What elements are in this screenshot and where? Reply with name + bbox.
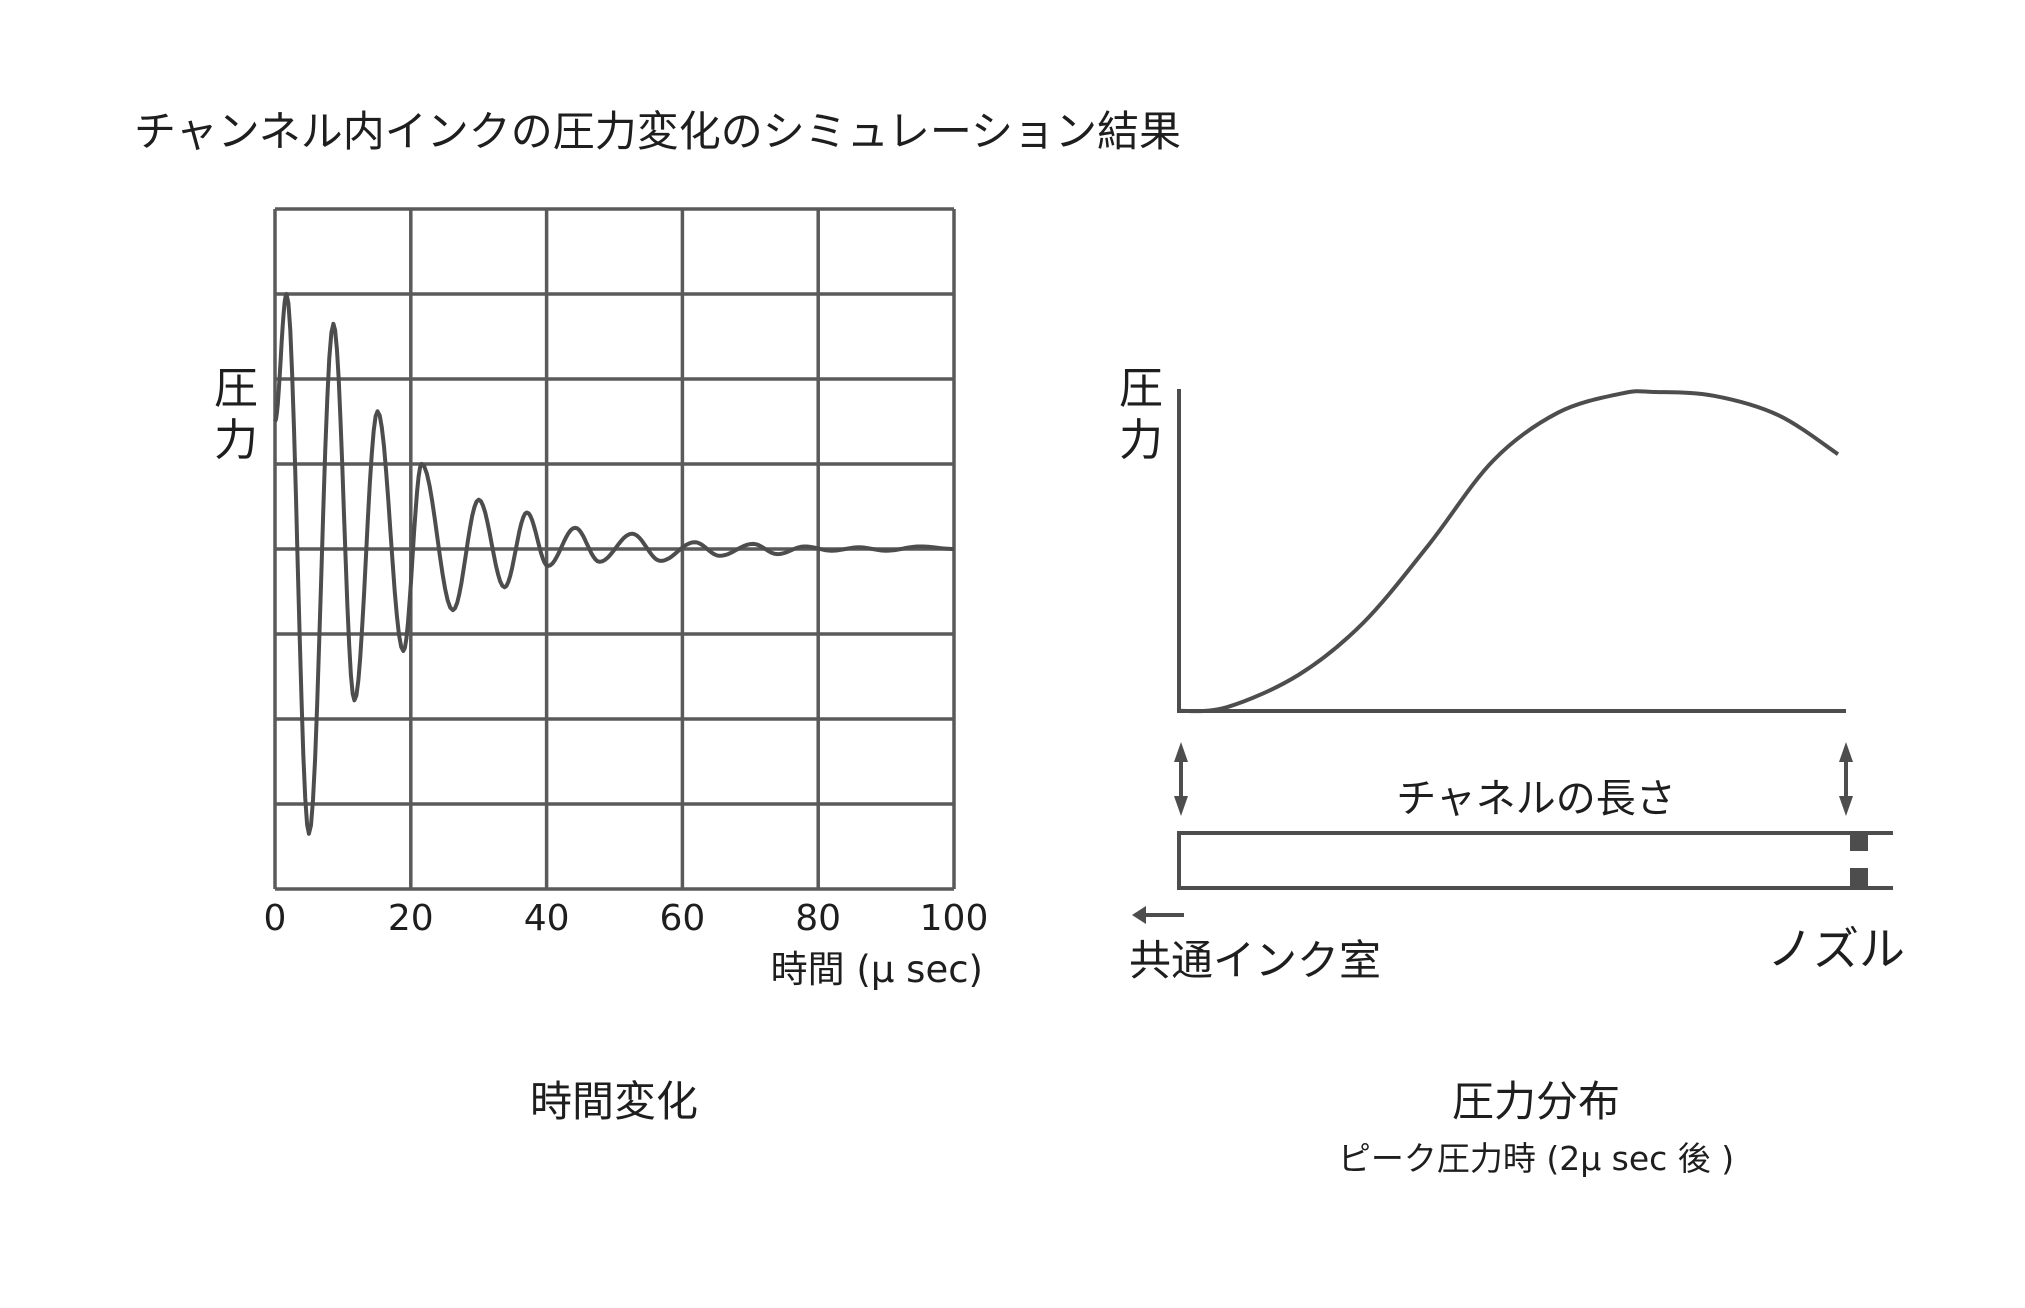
left-arrow-icon (1132, 906, 1184, 924)
y-axis-label-char-1: 圧 (1119, 363, 1163, 414)
x-tick-label: 40 (524, 898, 570, 939)
double-arrow-left (1174, 742, 1188, 816)
distribution-chart: 圧 力 チャネルの長さ 共通インク室 ノズル 圧力分布 ピーク圧力時 (2μ s… (1119, 363, 1905, 1178)
distribution-chart-caption: 圧力分布 (1452, 1077, 1620, 1126)
time-chart: 0 20 40 60 80 100 圧 力 時間 (μ sec) 時間変化 (214, 207, 989, 1126)
nozzle-wall-top (1850, 835, 1868, 851)
y-axis-label-char-2: 力 (214, 415, 258, 466)
x-tick-labels: 0 20 40 60 80 100 (264, 898, 989, 939)
distribution-chart-subcaption: ピーク圧力時 (2μ sec 後 ) (1338, 1139, 1734, 1178)
figure-title: チャンネル内インクの圧力変化のシミュレーション結果 (134, 107, 1181, 156)
x-tick-label: 80 (795, 898, 841, 939)
x-tick-label: 0 (264, 898, 287, 939)
nozzle-label: ノズル (1767, 922, 1905, 976)
pressure-distribution-line (1178, 389, 1840, 714)
nozzle-wall-bottom (1850, 868, 1868, 886)
double-arrow-right (1839, 742, 1853, 816)
channel-length-label: チャネルの長さ (1396, 776, 1676, 822)
time-chart-caption: 時間変化 (530, 1077, 698, 1126)
pressure-time-series-line (273, 292, 954, 836)
y-axis-label-char-1: 圧 (214, 363, 258, 414)
x-tick-label: 100 (920, 898, 989, 939)
common-ink-chamber-label: 共通インク室 (1129, 936, 1381, 985)
channel-diagram (1177, 831, 1893, 890)
y-axis-label-char-2: 力 (1119, 415, 1163, 466)
x-tick-label: 60 (659, 898, 705, 939)
x-tick-label: 20 (388, 898, 434, 939)
x-axis-label: 時間 (μ sec) (771, 948, 983, 991)
